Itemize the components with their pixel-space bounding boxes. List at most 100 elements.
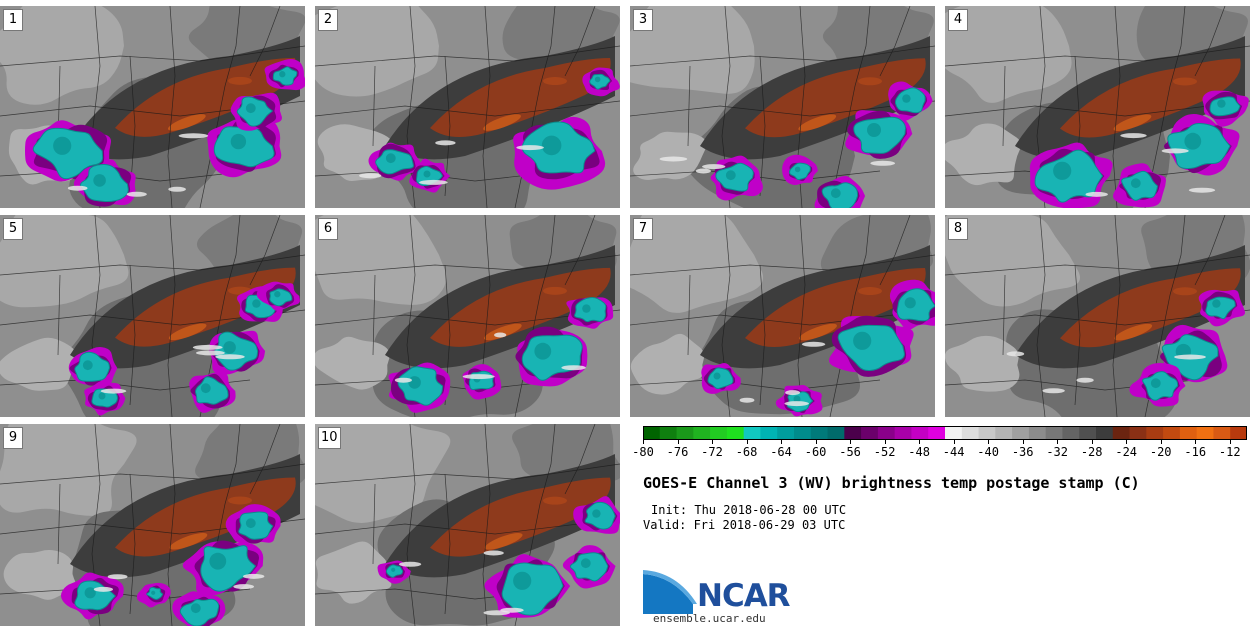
colorbar-segment bbox=[1230, 426, 1247, 440]
colorbar-tick-label: -60 bbox=[804, 445, 827, 459]
colorbar-segment bbox=[643, 426, 661, 440]
colorbar-tick-label: -36 bbox=[1011, 445, 1034, 459]
colorbar-segment bbox=[1129, 426, 1147, 440]
colorbar-tick-label: -52 bbox=[873, 445, 896, 459]
colorbar-tick bbox=[1160, 440, 1162, 444]
colorbar-segment bbox=[710, 426, 728, 440]
colorbar-segment bbox=[777, 426, 795, 440]
colorbar-segment bbox=[844, 426, 862, 440]
panel-number-label: 8 bbox=[948, 218, 968, 240]
colorbar-segment bbox=[693, 426, 711, 440]
ncar-logo-text: NCAR bbox=[697, 578, 791, 614]
colorbar bbox=[643, 426, 1247, 440]
colorbar-tick bbox=[1229, 440, 1231, 444]
panel-number-label: 7 bbox=[633, 218, 653, 240]
colorbar-tick bbox=[781, 440, 783, 444]
colorbar-tick-label: -16 bbox=[1184, 445, 1207, 459]
colorbar-tick-label: -40 bbox=[977, 445, 999, 459]
panel-number-label: 10 bbox=[318, 427, 341, 449]
panel-number-label: 2 bbox=[318, 9, 338, 31]
colorbar-tick-label: -72 bbox=[701, 445, 723, 459]
colorbar-tick bbox=[746, 440, 748, 444]
figure-title: GOES-E Channel 3 (WV) brightness temp po… bbox=[643, 474, 1140, 492]
colorbar-tick bbox=[712, 440, 714, 444]
stamp-panel: 5 bbox=[0, 215, 305, 417]
colorbar-tick-label: -68 bbox=[735, 445, 758, 459]
colorbar-tick bbox=[1195, 440, 1197, 444]
colorbar-segment bbox=[1028, 426, 1047, 440]
colorbar-tick-label: -64 bbox=[770, 445, 792, 459]
colorbar-tick bbox=[919, 440, 921, 444]
colorbar-segment bbox=[726, 426, 745, 440]
colorbar-tick-label: -76 bbox=[666, 445, 689, 459]
colorbar-tick-label: -48 bbox=[908, 445, 930, 459]
panel-number-label: 6 bbox=[318, 218, 338, 240]
colorbar-segment bbox=[794, 426, 812, 440]
stamp-panel: 10 bbox=[315, 424, 620, 626]
colorbar-tick bbox=[884, 440, 886, 444]
colorbar-tick-label: -44 bbox=[942, 445, 965, 459]
colorbar-tick-label: -32 bbox=[1046, 445, 1068, 459]
colorbar-segment bbox=[877, 426, 896, 440]
site-url: ensemble.ucar.edu bbox=[653, 612, 766, 625]
colorbar-tick bbox=[1057, 440, 1059, 444]
colorbar-tick-label: -20 bbox=[1149, 445, 1172, 459]
colorbar-segment bbox=[928, 426, 946, 440]
colorbar-segment bbox=[659, 426, 678, 440]
colorbar-segment bbox=[1196, 426, 1214, 440]
colorbar-segment bbox=[861, 426, 879, 440]
colorbar-ticks: -80 -76 -72 -68 -64 -60 -56 -52 -48 -44 -40 -36 -32-… bbox=[632, 440, 1247, 462]
colorbar-tick bbox=[1091, 440, 1093, 444]
colorbar-tick-label: -12 bbox=[1218, 445, 1241, 459]
stamp-panel: 2 bbox=[315, 6, 620, 208]
colorbar-segment bbox=[1146, 426, 1164, 440]
init-time: Init: Thu 2018-06-28 00 UTC bbox=[651, 503, 847, 517]
colorbar-tick bbox=[815, 440, 817, 444]
colorbar-segment bbox=[1112, 426, 1131, 440]
ncar-logo-icon bbox=[643, 570, 697, 614]
colorbar-segment bbox=[760, 426, 778, 440]
colorbar-segment bbox=[827, 426, 845, 440]
colorbar-segment bbox=[810, 426, 829, 440]
colorbar-tick bbox=[988, 440, 990, 444]
stamp-panel: 7 bbox=[630, 215, 935, 417]
colorbar-tick-label: -80 bbox=[632, 445, 654, 459]
colorbar-tick-label: -56 bbox=[839, 445, 861, 459]
colorbar-segment bbox=[1096, 426, 1114, 440]
panel-number-label: 1 bbox=[3, 9, 23, 31]
stamp-panel: 4 bbox=[945, 6, 1250, 208]
colorbar-tick-label: -28 bbox=[1080, 445, 1103, 459]
stamp-panel: 6 bbox=[315, 215, 620, 417]
stamp-panel: 1 bbox=[0, 6, 305, 208]
colorbar-tick bbox=[953, 440, 955, 444]
colorbar-segment bbox=[945, 426, 963, 440]
stamp-panel: 9 bbox=[0, 424, 305, 626]
colorbar-segment bbox=[1045, 426, 1063, 440]
panel-number-label: 5 bbox=[3, 218, 23, 240]
colorbar-tick bbox=[1022, 440, 1024, 444]
colorbar-segment bbox=[995, 426, 1013, 440]
colorbar-segment bbox=[1012, 426, 1030, 440]
colorbar-segment bbox=[961, 426, 980, 440]
colorbar-tick bbox=[1126, 440, 1128, 444]
colorbar-segment bbox=[676, 426, 694, 440]
colorbar-segment bbox=[1163, 426, 1181, 440]
colorbar-segment bbox=[743, 426, 761, 440]
colorbar-tick-label: -24 bbox=[1115, 445, 1138, 459]
stamp-panel: 3 bbox=[630, 6, 935, 208]
panel-number-label: 9 bbox=[3, 427, 23, 449]
colorbar-segment bbox=[978, 426, 996, 440]
colorbar-segment bbox=[1079, 426, 1097, 440]
panel-number-label: 3 bbox=[633, 9, 653, 31]
colorbar-segment bbox=[911, 426, 929, 440]
colorbar-segment bbox=[1062, 426, 1080, 440]
stamp-panel: 8 bbox=[945, 215, 1250, 417]
colorbar-segment bbox=[1213, 426, 1231, 440]
colorbar-tick bbox=[643, 440, 644, 444]
colorbar-segment bbox=[1179, 426, 1198, 440]
panel-number-label: 4 bbox=[948, 9, 968, 31]
colorbar-tick bbox=[850, 440, 852, 444]
colorbar-segment bbox=[894, 426, 912, 440]
valid-time: Valid: Fri 2018-06-29 03 UTC bbox=[643, 518, 846, 532]
colorbar-tick bbox=[677, 440, 679, 444]
